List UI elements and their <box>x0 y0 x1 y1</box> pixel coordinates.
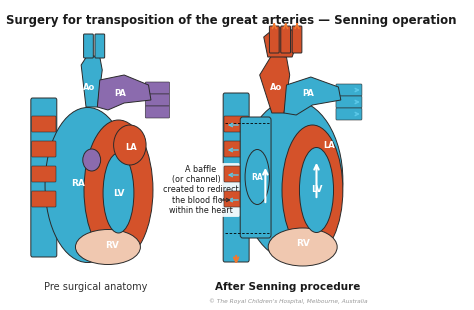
FancyBboxPatch shape <box>83 34 93 58</box>
Ellipse shape <box>241 100 343 260</box>
Ellipse shape <box>103 153 134 233</box>
FancyBboxPatch shape <box>269 26 279 53</box>
FancyBboxPatch shape <box>224 116 248 132</box>
FancyBboxPatch shape <box>224 141 248 157</box>
Text: After Senning procedure: After Senning procedure <box>215 282 361 292</box>
Text: Ao: Ao <box>270 82 282 91</box>
Polygon shape <box>260 55 290 113</box>
Text: LA: LA <box>126 143 137 152</box>
Text: RA: RA <box>71 179 85 188</box>
Text: PA: PA <box>302 88 314 98</box>
Ellipse shape <box>83 149 100 171</box>
FancyBboxPatch shape <box>32 116 56 132</box>
FancyBboxPatch shape <box>336 84 362 96</box>
FancyBboxPatch shape <box>336 96 362 108</box>
Ellipse shape <box>282 125 343 255</box>
Text: RV: RV <box>105 241 119 250</box>
Polygon shape <box>81 55 102 107</box>
Text: A baffle
(or channel) is
created to redirect
the blood flow
within the heart: A baffle (or channel) is created to redi… <box>163 165 238 215</box>
FancyBboxPatch shape <box>95 34 105 58</box>
Ellipse shape <box>268 228 337 266</box>
Text: LV: LV <box>113 188 124 197</box>
Text: Surgery for transposition of the great arteries — Senning operation: Surgery for transposition of the great a… <box>7 14 457 27</box>
Text: © The Royal Children's Hospital, Melbourne, Australia: © The Royal Children's Hospital, Melbour… <box>209 298 367 304</box>
Ellipse shape <box>300 148 334 232</box>
FancyBboxPatch shape <box>336 108 362 120</box>
FancyBboxPatch shape <box>240 117 271 238</box>
Ellipse shape <box>75 229 140 264</box>
Text: Ao: Ao <box>83 82 95 91</box>
Text: LV: LV <box>311 185 322 194</box>
Text: RV: RV <box>296 238 310 247</box>
Text: LA: LA <box>323 140 335 149</box>
Polygon shape <box>97 75 151 110</box>
FancyBboxPatch shape <box>145 94 170 106</box>
FancyBboxPatch shape <box>224 191 248 207</box>
FancyBboxPatch shape <box>145 106 170 118</box>
Ellipse shape <box>245 149 269 205</box>
FancyBboxPatch shape <box>32 166 56 182</box>
FancyBboxPatch shape <box>145 82 170 94</box>
Ellipse shape <box>84 120 153 260</box>
FancyBboxPatch shape <box>32 141 56 157</box>
FancyBboxPatch shape <box>292 26 302 53</box>
FancyBboxPatch shape <box>31 98 57 257</box>
Text: Pre surgical anatomy: Pre surgical anatomy <box>44 282 147 292</box>
FancyBboxPatch shape <box>224 166 248 182</box>
Polygon shape <box>284 77 341 115</box>
Ellipse shape <box>114 125 146 165</box>
Polygon shape <box>264 27 296 57</box>
Ellipse shape <box>45 108 130 263</box>
FancyBboxPatch shape <box>281 26 291 53</box>
Text: PA: PA <box>114 88 126 98</box>
Text: RA: RA <box>251 172 263 181</box>
FancyBboxPatch shape <box>32 191 56 207</box>
FancyBboxPatch shape <box>223 93 249 262</box>
